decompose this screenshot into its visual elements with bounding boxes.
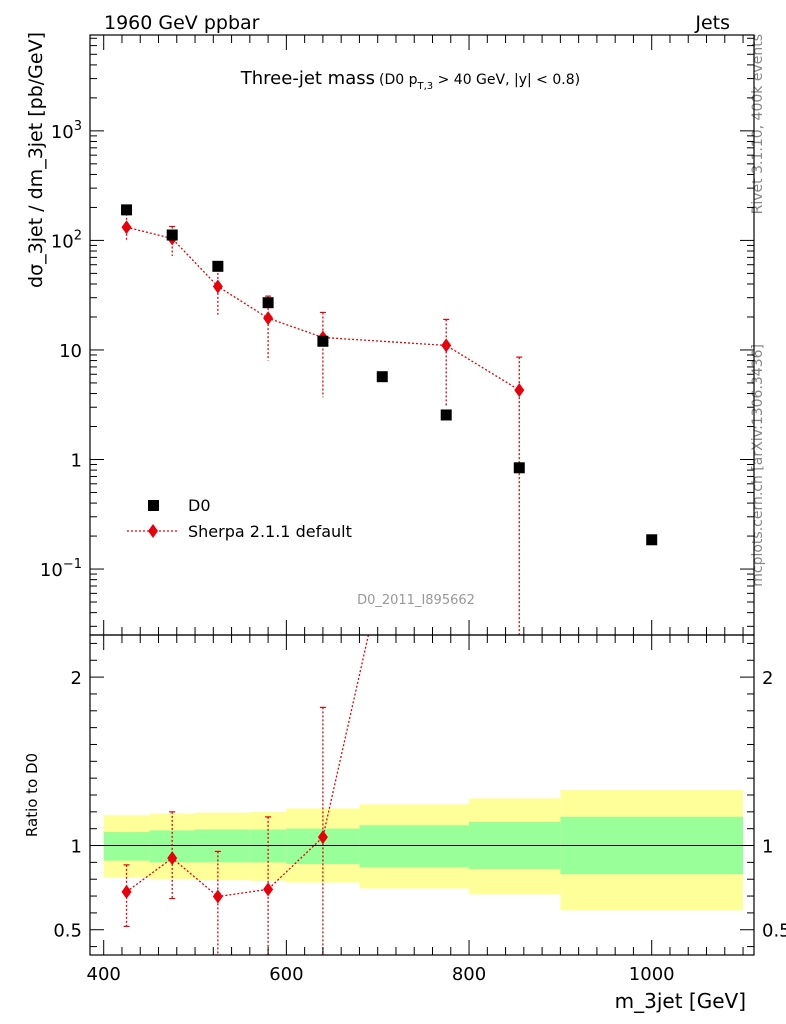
x-tick-label: 1000 — [629, 964, 675, 985]
ratio-panel: 0.5 0.5 1 1 2 2 400 600 800 1000 Ratio to D0 m_3… — [23, 634, 786, 1013]
legend-label-sherpa: Sherpa 2.1.1 default — [188, 522, 352, 541]
d0-point — [646, 534, 658, 546]
d0-point — [262, 297, 274, 309]
ratio-y-tick-label: 1 — [71, 837, 82, 858]
d0-point — [121, 204, 133, 216]
energy-label: 1960 GeV ppbar — [104, 12, 260, 34]
d0-point — [440, 409, 452, 421]
ratio-sherpa-point — [317, 830, 328, 845]
y-tick-label: 10−1 — [40, 557, 82, 581]
y-tick-label: 1 — [71, 450, 82, 471]
y-tick-label: 103 — [51, 119, 82, 143]
ratio-y-tick-label-right: 1 — [762, 837, 773, 858]
main-panel: Three-jet mass (D0 pT,3 > 40 GeV, |y| < … — [25, 32, 755, 636]
d0-point — [376, 371, 388, 383]
rivet-version-label: Rivet 3.1.10, 400k events — [750, 34, 766, 214]
ratio-frame — [89, 634, 755, 956]
ratio-y-tick-label-right: 0.5 — [762, 921, 786, 942]
d0-point — [212, 260, 224, 272]
y-tick-label: 102 — [51, 228, 82, 252]
y-tick-label: 10 — [59, 341, 82, 362]
sherpa-point — [441, 338, 452, 353]
d0-point — [317, 335, 329, 347]
inner-uncertainty-band — [103, 832, 150, 861]
mcplots-source-label: mcplots.cern.ch [arXiv:1306.3436] — [750, 344, 766, 587]
ratio-sherpa-point — [212, 889, 223, 904]
legend-marker-sherpa — [148, 524, 158, 538]
ratio-y-tick-label: 2 — [71, 668, 82, 689]
y-axis-label: dσ_3jet / dm_3jet [pb/GeV] — [25, 32, 47, 288]
legend: D0 Sherpa 2.1.1 default — [127, 496, 352, 541]
ratio-y-tick-label-right: 2 — [762, 668, 773, 689]
x-tick-label: 400 — [87, 964, 121, 985]
legend-label-d0: D0 — [188, 496, 211, 515]
ratio-y-axis-label: Ratio to D0 — [23, 753, 41, 837]
sherpa-point — [212, 279, 223, 294]
d0-point — [513, 462, 525, 474]
chart-subtitle: (D0 pT,3 > 40 GeV, |y| < 0.8) — [379, 72, 580, 92]
x-axis-label: m_3jet [GeV] — [615, 989, 746, 1013]
chart-title: Three-jet mass — [240, 68, 375, 89]
sherpa-point — [121, 220, 132, 235]
sherpa-point — [263, 311, 274, 326]
ratio-y-tick-label: 0.5 — [53, 921, 82, 942]
x-tick-label: 800 — [452, 964, 486, 985]
ratio-sherpa-point — [167, 851, 178, 866]
analysis-id-label: D0_2011_I895662 — [357, 593, 475, 608]
legend-marker-d0 — [148, 500, 159, 511]
ratio-sherpa-point — [263, 882, 274, 897]
sherpa-point — [514, 383, 525, 398]
x-tick-label: 600 — [269, 964, 303, 985]
inner-uncertainty-band — [359, 825, 470, 868]
category-label: Jets — [694, 12, 730, 34]
ratio-sherpa-point — [121, 884, 132, 899]
d0-point — [166, 229, 178, 241]
